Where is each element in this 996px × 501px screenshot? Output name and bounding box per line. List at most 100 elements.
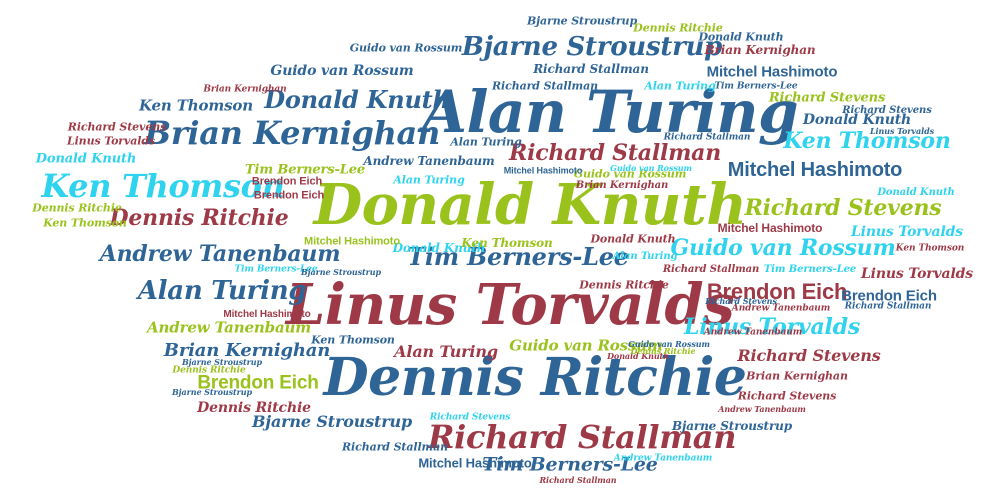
word: Brian Kernighan bbox=[163, 340, 331, 361]
word: Linus Torvalds bbox=[869, 126, 935, 136]
word: Guido van Rossum bbox=[573, 167, 687, 181]
word: Brian Kernighan bbox=[144, 114, 440, 152]
word: Richard Stallman bbox=[427, 418, 737, 456]
word: Mitchel Hashimoto bbox=[717, 221, 823, 235]
word: Ken Thomson bbox=[895, 243, 965, 254]
word: Brendon Eich bbox=[706, 279, 848, 304]
word: Linus Torvalds bbox=[850, 224, 964, 240]
word: Brian Kernighan bbox=[746, 369, 848, 383]
word: Mitchel Hashimoto bbox=[223, 309, 311, 320]
word: Bjarne Stroustrup bbox=[171, 387, 253, 397]
word: Tim Berners-Lee bbox=[244, 162, 366, 178]
word: Brendon Eich bbox=[251, 175, 323, 188]
word: Dennis Ritchie bbox=[630, 346, 696, 356]
word: Alan Turing bbox=[394, 342, 498, 361]
word: Ken Thomson bbox=[41, 167, 285, 205]
word: Richard Stallman bbox=[533, 62, 649, 76]
word: Dennis Ritchie bbox=[32, 201, 122, 215]
word: Linus Torvalds bbox=[66, 134, 156, 148]
word: Brendon Eich bbox=[197, 372, 319, 394]
word: Bjarne Stroustrup bbox=[671, 419, 793, 433]
word: Bjarne Stroustrup bbox=[526, 14, 638, 28]
word: Andrew Tanenbaum bbox=[731, 303, 831, 314]
word: Andrew Tanenbaum bbox=[99, 241, 341, 267]
word: Dennis Ritchie bbox=[323, 347, 747, 408]
word: Mitchel Hashimoto bbox=[706, 63, 838, 81]
word: Guido van Rossum bbox=[628, 339, 710, 349]
word: Richard Stevens bbox=[744, 195, 942, 221]
word: Donald Knuth bbox=[35, 151, 137, 167]
word: Richard Stallman bbox=[342, 440, 448, 454]
word: Richard Stevens bbox=[705, 296, 777, 306]
word: Mitchel Hashimoto bbox=[503, 165, 583, 176]
word: Andrew Tanenbaum bbox=[147, 318, 311, 337]
word: Andrew Tanenbaum bbox=[718, 404, 806, 414]
word: Richard Stallman bbox=[662, 264, 760, 275]
word: Tim Berners-Lee bbox=[407, 242, 629, 271]
word: Brian Kernighan bbox=[575, 180, 669, 191]
word: Richard Stallman bbox=[492, 79, 598, 93]
word: Ken Thomson bbox=[311, 333, 395, 347]
word: Richard Stevens bbox=[429, 412, 511, 423]
word: Richard Stevens bbox=[737, 346, 881, 365]
word: Dennis Ritchie bbox=[109, 205, 289, 231]
word: Bjarne Stroustrup bbox=[461, 32, 723, 62]
word: Linus Torvalds bbox=[285, 272, 735, 338]
word: Dennis Ritchie bbox=[197, 400, 311, 416]
word: Bjarne Stroustrup bbox=[251, 412, 413, 431]
word: Richard Stevens bbox=[842, 105, 932, 116]
word: Guido van Rossum bbox=[610, 163, 692, 173]
word: Dennis Ritchie bbox=[579, 278, 669, 292]
word: Tim Berners-Lee bbox=[714, 81, 798, 92]
word: Brian Kernighan bbox=[704, 43, 816, 57]
word: Richard Stevens bbox=[768, 90, 886, 106]
word: Mitchel Hashimoto bbox=[304, 235, 400, 248]
word: Brendon Eich bbox=[253, 189, 325, 202]
word: Donald Knuth bbox=[264, 85, 450, 114]
word: Bjarne Stroustrup bbox=[300, 267, 382, 277]
word: Alan Turing bbox=[393, 173, 465, 187]
word: Dennis Ritchie bbox=[172, 365, 246, 376]
word: Richard Stallman bbox=[539, 475, 617, 485]
word: Richard Stallman bbox=[509, 140, 721, 166]
word: Dennis Ritchie bbox=[633, 21, 723, 35]
word: Brendon Eich bbox=[841, 287, 937, 305]
word: Linus Torvalds bbox=[860, 266, 974, 282]
word: Ken Thomson bbox=[138, 96, 254, 115]
word: Richard Stevens bbox=[737, 389, 837, 403]
word: Alan Turing bbox=[612, 251, 678, 262]
word: Alan Turing bbox=[137, 276, 307, 306]
word: Alan Turing bbox=[422, 78, 799, 146]
word: Alan Turing bbox=[450, 135, 522, 149]
word: Ken Thomson bbox=[461, 236, 553, 250]
word: Donald Knuth bbox=[607, 351, 669, 361]
word: Richard Stevens bbox=[67, 120, 167, 134]
word: Donald Knuth bbox=[877, 187, 955, 198]
word: Richard Stallman bbox=[663, 132, 751, 143]
word: Linus Torvalds bbox=[683, 314, 861, 340]
word: Donald Knuth bbox=[392, 241, 486, 255]
word: Ken Thomson bbox=[43, 216, 127, 230]
word: Guido van Rossum bbox=[349, 41, 463, 55]
word: Mitchel Hashimoto bbox=[727, 159, 903, 181]
word: Guido van Rossum bbox=[509, 336, 663, 355]
word: Tim Berners-Lee bbox=[763, 264, 857, 275]
word: Tim Berners-Lee bbox=[234, 264, 318, 275]
word: Andrew Tanenbaum bbox=[613, 453, 713, 464]
word: Donald Knuth bbox=[698, 30, 784, 44]
word: Richard Stallman bbox=[844, 301, 932, 312]
word: Bjarne Stroustrup bbox=[181, 357, 263, 367]
word: Brian Kernighan bbox=[203, 84, 287, 95]
word: Donald Knuth bbox=[590, 232, 676, 246]
word: Alan Turing bbox=[644, 79, 716, 93]
word: Tim Berners-Lee bbox=[482, 453, 658, 476]
word: Guido van Rossum bbox=[670, 235, 896, 261]
word: Guido van Rossum bbox=[270, 63, 414, 79]
word: Ken Thomson bbox=[783, 128, 951, 154]
word: Donald Knuth bbox=[802, 112, 912, 128]
word: Mitchel Hashimoto bbox=[418, 455, 532, 471]
word: Donald Knuth bbox=[313, 172, 747, 238]
word: Andrew Tanenbaum bbox=[703, 327, 803, 338]
word: Andrew Tanenbaum bbox=[363, 154, 495, 168]
